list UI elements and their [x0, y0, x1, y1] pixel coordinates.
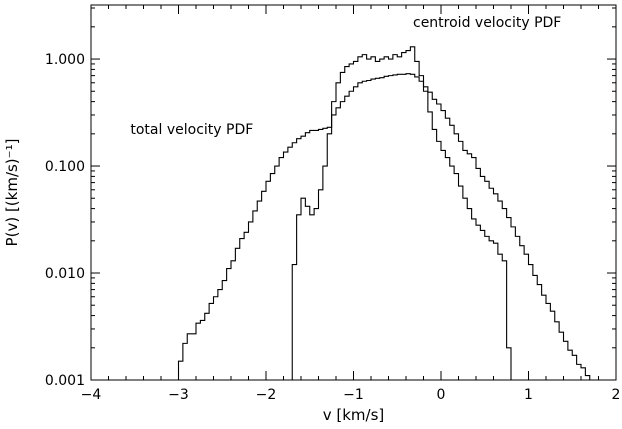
annotation-label: total velocity PDF: [130, 122, 253, 138]
x-tick-label: 0: [437, 387, 446, 403]
y-tick-label: 0.010: [45, 266, 85, 282]
x-tick-label: 1: [524, 387, 533, 403]
x-tick-label: 2: [612, 387, 621, 403]
y-tick-label: 0.100: [45, 159, 85, 175]
series-total-line: [177, 73, 595, 381]
plot-area: −4 −3 −2 −1 0 1 2 0.001 0.010 0.100 1.000 v [km/s] P…: [3, 4, 621, 424]
y-tick-label: 0.001: [45, 373, 85, 389]
y-tick-label: 1.000: [45, 52, 85, 68]
y-axis-label: P(v) [(km/s)⁻¹]: [3, 139, 21, 247]
annotation-label: centroid velocity PDF: [413, 15, 561, 31]
x-tick-label: −2: [256, 387, 277, 403]
x-tick-label: −3: [168, 387, 189, 403]
x-tick-label: −4: [81, 387, 102, 403]
x-axis-label: v [km/s]: [323, 406, 385, 424]
series-centroid-line: [287, 46, 516, 381]
x-tick-label: −1: [343, 387, 364, 403]
